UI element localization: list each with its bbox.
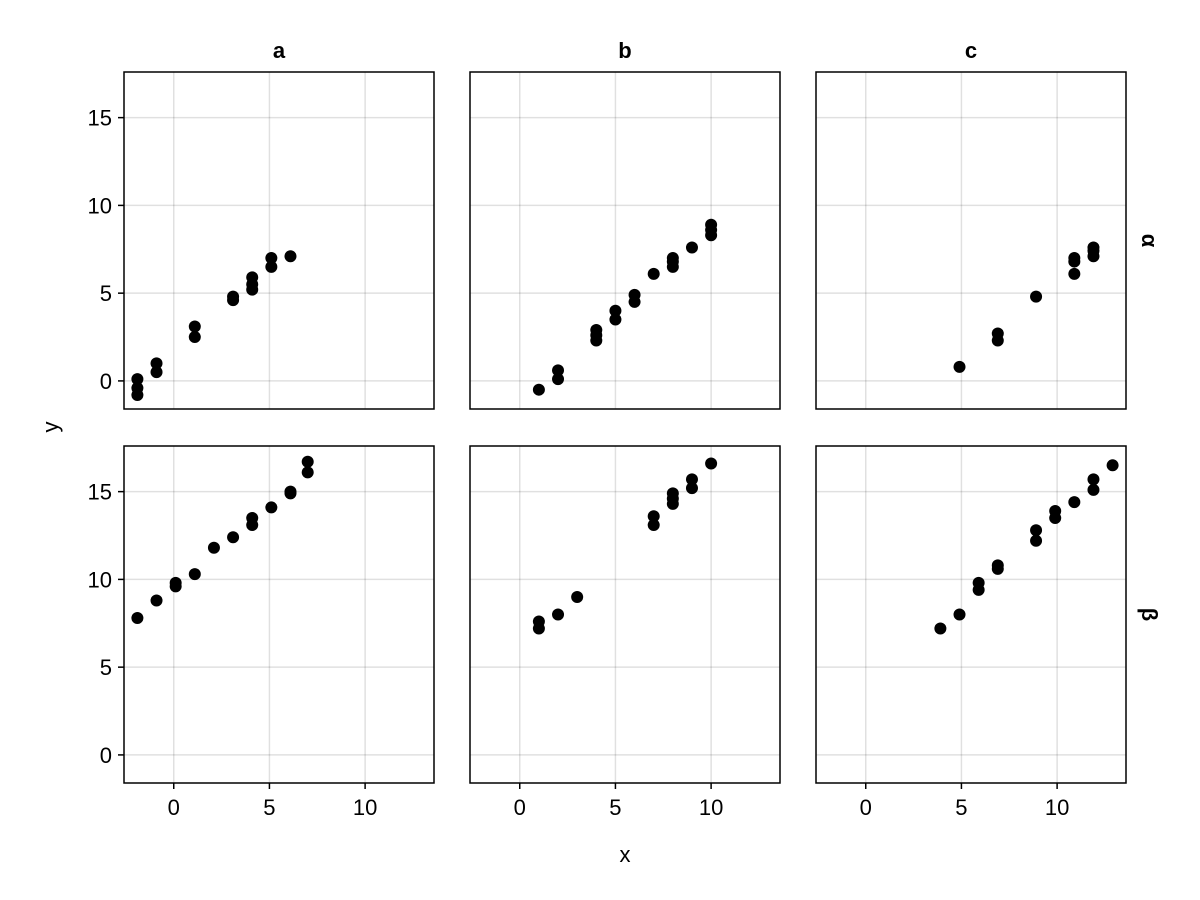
data-point (1087, 241, 1100, 254)
data-point (207, 541, 220, 554)
x-axis-title: x (620, 842, 631, 867)
data-point (227, 531, 240, 544)
data-point (666, 487, 679, 500)
data-point (131, 381, 144, 394)
row-title-alpha: α (1137, 234, 1162, 248)
facet-panel-b-beta: 0 5 10 (469, 445, 781, 820)
data-point (991, 327, 1004, 340)
row-title-beta: β (1137, 608, 1162, 621)
facet-panel-c-beta: 0 5 10 (815, 445, 1127, 820)
data-point (1087, 483, 1100, 496)
data-point (265, 501, 278, 514)
data-point (188, 331, 201, 344)
x-tick-label: 10 (699, 795, 723, 820)
data-point (265, 260, 278, 273)
data-point (532, 383, 545, 396)
data-point (1030, 290, 1043, 303)
column-title-b: b (618, 38, 631, 63)
data-point (227, 290, 240, 303)
data-point (934, 622, 947, 635)
data-point (150, 366, 163, 379)
panel-frame (123, 445, 435, 784)
data-point (532, 615, 545, 628)
y-tick-label: 10 (88, 193, 112, 218)
data-point (284, 250, 297, 263)
panel-frame (469, 445, 781, 784)
panel-frame (469, 71, 781, 410)
data-point (685, 473, 698, 486)
data-point (150, 357, 163, 370)
y-tick-label: 0 (100, 369, 112, 394)
data-point (301, 466, 314, 479)
x-tick-label: 5 (609, 795, 621, 820)
data-point (131, 373, 144, 386)
data-point (628, 288, 641, 301)
data-point (1068, 267, 1081, 280)
data-point (131, 612, 144, 625)
x-tick-label: 10 (1045, 795, 1069, 820)
facet-panel-a-beta: 0 5 10 15 0 5 10 (88, 445, 435, 820)
y-tick-label: 10 (88, 567, 112, 592)
data-point (972, 576, 985, 589)
data-point (647, 518, 660, 531)
panel-frame (815, 445, 1127, 784)
data-point (705, 218, 718, 231)
y-tick-label: 15 (88, 480, 112, 505)
data-point (1030, 534, 1043, 547)
data-point (685, 482, 698, 495)
data-point (609, 304, 622, 317)
panel-frame (123, 71, 435, 410)
data-point (188, 320, 201, 333)
data-point (552, 373, 565, 386)
data-point (647, 510, 660, 523)
y-axis-title: y (38, 422, 63, 433)
data-point (1087, 473, 1100, 486)
data-point (552, 364, 565, 377)
facet-panel-a-alpha: 0 5 10 15 (88, 71, 435, 410)
data-point (590, 324, 603, 337)
x-tick-label: 0 (860, 795, 872, 820)
y-tick-label: 5 (100, 655, 112, 680)
y-tick-label: 15 (88, 106, 112, 131)
data-point (301, 455, 314, 468)
data-point (265, 252, 278, 265)
data-point (647, 267, 660, 280)
data-point (609, 313, 622, 326)
x-tick-label: 5 (263, 795, 275, 820)
data-point (953, 360, 966, 373)
data-point (1068, 496, 1081, 509)
x-tick-label: 0 (514, 795, 526, 820)
facet-panel-c-alpha (815, 71, 1127, 410)
column-title-a: a (273, 38, 286, 63)
data-point (705, 457, 718, 470)
data-point (246, 511, 259, 524)
data-point (284, 485, 297, 498)
panel-frame (815, 71, 1127, 410)
data-point (991, 559, 1004, 572)
facet-panel-b-alpha (469, 71, 781, 410)
data-point (246, 271, 259, 284)
data-point (666, 252, 679, 265)
data-point (150, 594, 163, 607)
data-point (571, 590, 584, 603)
y-tick-label: 0 (100, 743, 112, 768)
data-point (1049, 504, 1062, 517)
data-point (1030, 524, 1043, 537)
data-point (953, 608, 966, 621)
x-tick-label: 0 (168, 795, 180, 820)
y-tick-label: 5 (100, 281, 112, 306)
data-point (1106, 459, 1119, 472)
data-point (188, 568, 201, 581)
data-point (685, 241, 698, 254)
x-tick-label: 10 (353, 795, 377, 820)
x-tick-label: 5 (955, 795, 967, 820)
column-title-c: c (965, 38, 977, 63)
data-point (169, 576, 182, 589)
data-point (552, 608, 565, 621)
data-point (1068, 252, 1081, 265)
